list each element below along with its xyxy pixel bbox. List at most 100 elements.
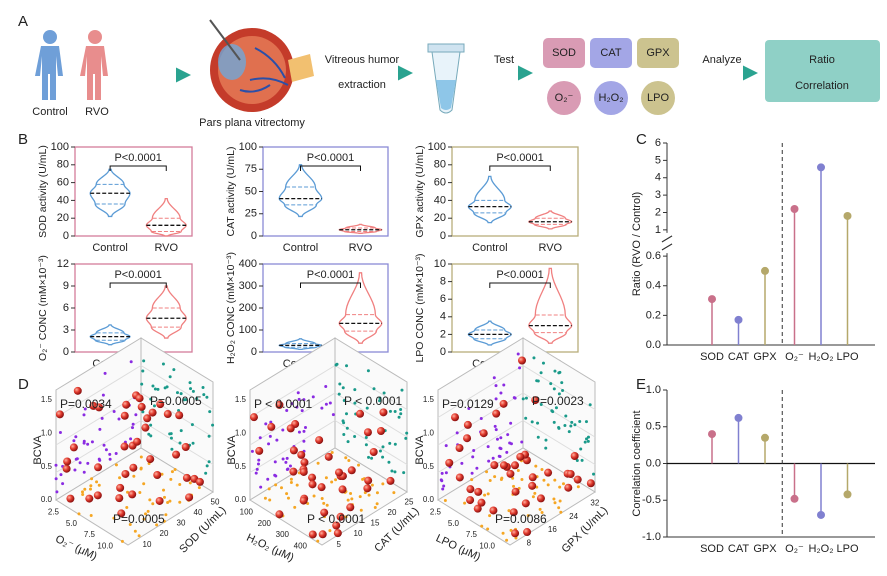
y-tick-label: 0.5	[646, 421, 661, 433]
point	[338, 382, 342, 386]
point	[149, 434, 153, 438]
point	[393, 442, 397, 446]
point	[534, 464, 538, 468]
sphere	[299, 496, 308, 505]
y-tick-label: 50	[245, 185, 257, 197]
y-tick-label: 10	[143, 540, 152, 549]
point	[74, 457, 78, 461]
point	[544, 438, 548, 442]
y-tick-label: 2	[655, 206, 661, 218]
point	[553, 369, 557, 373]
z-tick-label: 0.0	[423, 495, 435, 504]
point	[549, 382, 553, 386]
x-tick-label: 10.0	[97, 541, 113, 550]
point	[316, 461, 320, 465]
point	[390, 469, 394, 473]
sphere	[490, 461, 499, 470]
point	[540, 511, 544, 515]
point	[286, 467, 290, 471]
y-tick-label: 100	[239, 324, 257, 336]
y-tick-label: 15	[371, 519, 380, 528]
point	[467, 406, 471, 410]
axis-break	[661, 243, 673, 251]
y-tick-label: 0	[251, 346, 257, 358]
point	[509, 421, 513, 425]
sphere	[528, 473, 537, 482]
point	[334, 478, 338, 482]
sphere	[570, 452, 579, 461]
point	[284, 460, 288, 464]
point	[132, 474, 136, 478]
y-tick-label: 60	[57, 177, 69, 189]
point	[211, 423, 215, 427]
significance-bracket	[300, 282, 361, 288]
point	[585, 437, 589, 441]
sphere	[363, 428, 372, 437]
sphere	[333, 529, 342, 538]
point	[139, 467, 143, 471]
sphere	[463, 434, 472, 443]
p-value: P=0.0129	[442, 397, 494, 411]
lollipop-head	[734, 315, 743, 324]
point	[342, 433, 346, 437]
x-tick-label: CAT	[728, 351, 749, 363]
point	[367, 455, 371, 459]
sphere	[135, 394, 144, 403]
point	[561, 389, 565, 393]
point	[494, 428, 498, 432]
point	[201, 386, 205, 390]
point	[472, 448, 476, 452]
point	[178, 441, 182, 445]
tube	[427, 43, 465, 114]
sphere	[364, 476, 373, 485]
y-tick-label: 0	[440, 346, 446, 358]
y-tick-label: 25	[405, 497, 414, 506]
point	[512, 396, 516, 400]
point	[205, 464, 209, 468]
point	[575, 459, 579, 463]
point	[165, 385, 169, 389]
sphere	[363, 484, 372, 493]
point	[567, 430, 571, 434]
human-figures	[35, 30, 108, 100]
sphere	[249, 413, 258, 422]
significance-bracket	[489, 165, 551, 171]
point	[359, 508, 363, 512]
point	[576, 485, 580, 489]
point	[102, 443, 106, 447]
label: Pars plana vitrectomy	[199, 117, 305, 129]
grid-line	[249, 365, 336, 418]
point	[97, 483, 101, 487]
z-tick-label: 1.5	[41, 395, 53, 404]
point	[486, 527, 490, 531]
point	[378, 449, 382, 453]
grid-line	[140, 365, 214, 410]
point	[328, 401, 332, 405]
lollipop-head	[761, 433, 769, 442]
sphere	[255, 446, 264, 455]
violin	[145, 197, 187, 237]
point	[493, 475, 497, 479]
sphere	[531, 396, 540, 405]
label: RVO	[85, 106, 109, 118]
sphere	[143, 414, 152, 423]
point	[583, 440, 587, 444]
point	[114, 463, 118, 467]
sphere	[518, 356, 527, 365]
marker-label: O₂⁻	[555, 92, 574, 104]
point	[179, 429, 183, 433]
point	[561, 482, 565, 486]
point	[358, 495, 362, 499]
sphere	[116, 483, 125, 492]
z-tick-label: 0.0	[41, 495, 53, 504]
point	[257, 458, 261, 462]
point	[444, 444, 448, 448]
point	[345, 364, 349, 368]
point	[175, 391, 179, 395]
point	[544, 446, 548, 450]
violin	[89, 168, 131, 218]
point	[160, 472, 164, 476]
point	[296, 391, 300, 395]
point	[578, 420, 582, 424]
point	[273, 460, 277, 464]
